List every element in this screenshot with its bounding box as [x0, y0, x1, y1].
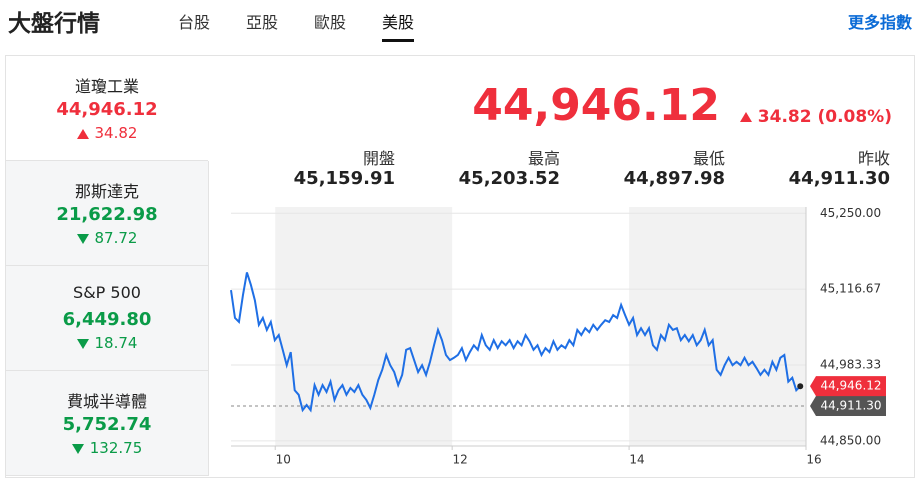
arrow [739, 112, 752, 122]
change-text: 34.82 (0.08%) [757, 107, 892, 127]
tab[interactable]: 歐股 [314, 13, 347, 32]
index-name: S&P 500 [73, 283, 141, 302]
price: 44,946.12 [472, 80, 720, 131]
index-item[interactable]: 道瓊工業 44,946.12 34.82 [6, 56, 208, 161]
stat-label: 昨收 [857, 149, 890, 168]
last-label: 44,946.12 [820, 379, 881, 393]
x-tick-label: 14 [629, 453, 644, 467]
index-item[interactable]: S&P 500 6,449.80 18.74 [6, 266, 209, 371]
price-change: 34.82 (0.08%) [739, 107, 892, 127]
stat-label: 最高 [527, 149, 560, 168]
stat-value: 44,897.98 [623, 168, 725, 189]
arrow [71, 443, 84, 454]
index-change: 132.75 [6, 439, 208, 457]
last-box [810, 376, 886, 397]
index-item[interactable]: 費城半導體 5,752.74 132.75 [6, 371, 209, 476]
reference-box [810, 395, 886, 416]
index-item[interactable]: 那斯達克 21,622.98 87.72 [6, 161, 209, 266]
index-value: 6,449.80 [62, 309, 152, 330]
change-text: 132.75 [89, 439, 143, 457]
panel: 道瓊工業 44,946.12 34.82 那斯達克 21,622.98 87.72 S&P … [5, 55, 915, 478]
x-tick-label: 12 [453, 453, 468, 467]
index-change: 18.74 [6, 334, 208, 352]
stat-value: 45,203.52 [458, 168, 560, 189]
tab[interactable]: 亞股 [246, 13, 279, 32]
tab[interactable]: 台股 [178, 13, 211, 32]
index-name: 道瓊工業 [74, 77, 139, 96]
arrow [76, 128, 89, 139]
change-text: 87.72 [94, 229, 138, 247]
arrow [76, 338, 89, 349]
index-change: 34.82 [6, 124, 208, 142]
y-tick-label: 44,850.00 [820, 433, 881, 447]
arrow [76, 233, 89, 244]
page-title: 大盤行情 [8, 11, 100, 37]
change-text: 34.82 [94, 124, 138, 142]
index-change: 87.72 [6, 229, 208, 247]
x-tick-label: 10 [276, 453, 291, 467]
tab[interactable]: 美股 [382, 9, 415, 42]
stat-value: 44,911.30 [788, 168, 890, 189]
y-tick-label: 45,250.00 [820, 206, 881, 220]
index-value: 44,946.12 [56, 99, 158, 120]
stat-value: 45,159.91 [293, 168, 395, 189]
change-text: 18.74 [94, 334, 138, 352]
last-point [797, 383, 804, 390]
index-value: 21,622.98 [56, 204, 158, 225]
index-name: 費城半導體 [66, 392, 147, 411]
index-value: 5,752.74 [62, 414, 152, 435]
reference-label: 44,911.30 [820, 398, 881, 412]
y-tick-label: 44,983.33 [820, 358, 881, 372]
more-link[interactable]: 更多指數 [847, 13, 912, 32]
y-tick-label: 45,116.67 [820, 282, 881, 296]
x-tick-label: 16 [806, 453, 821, 467]
stat-label: 最低 [692, 149, 725, 168]
price-line [230, 272, 801, 413]
index-name: 那斯達克 [74, 182, 139, 201]
stat-label: 開盤 [362, 149, 395, 168]
